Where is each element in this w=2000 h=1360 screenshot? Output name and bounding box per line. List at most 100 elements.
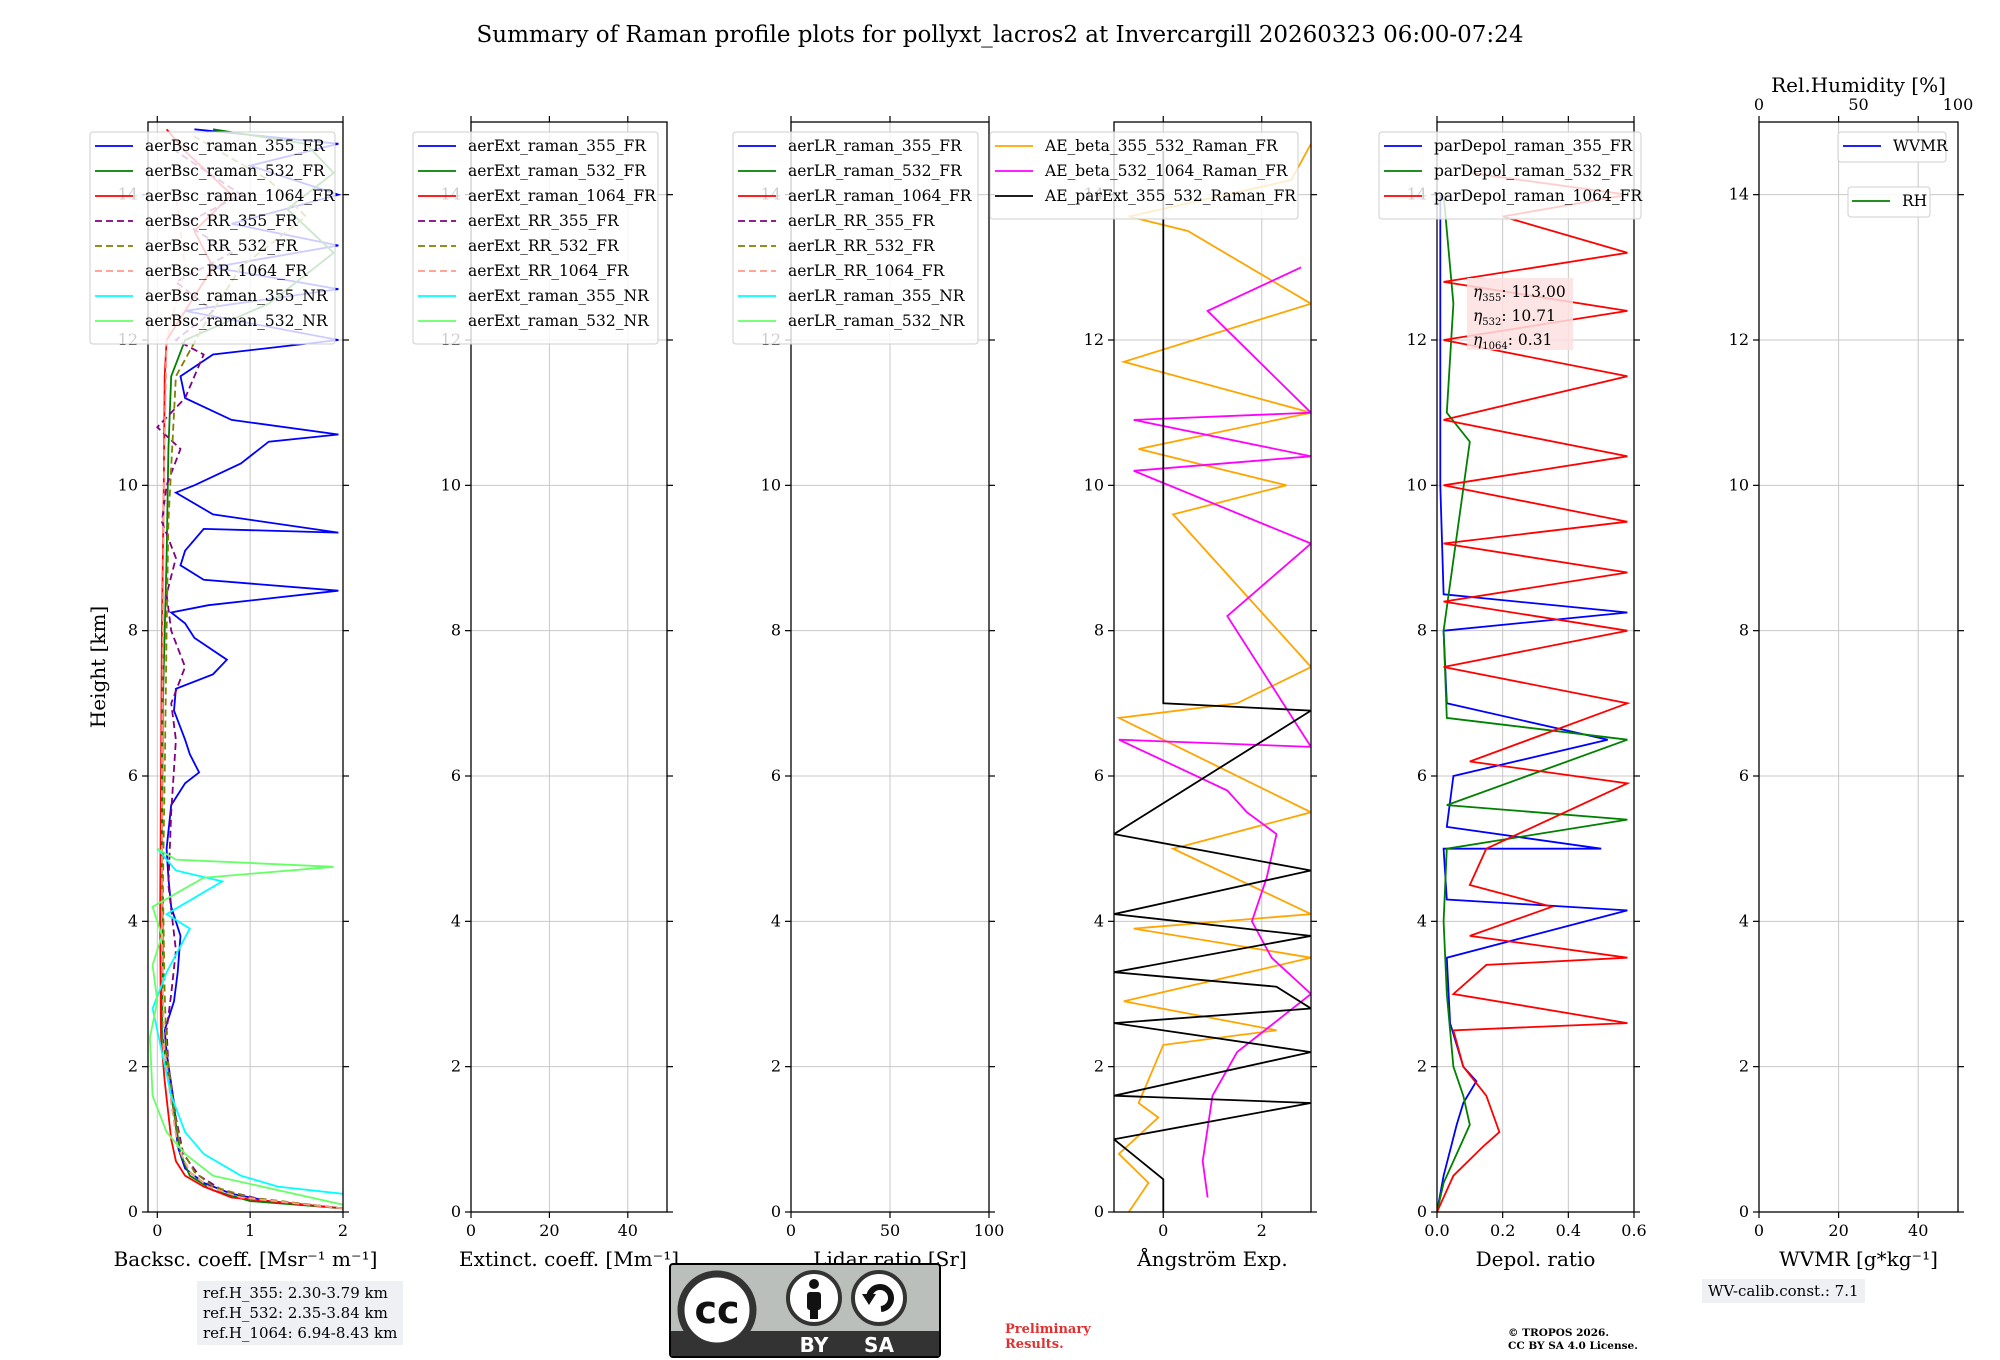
legend-entry-WVMR: WVMR — [1893, 137, 1949, 155]
legend-entry-parDepol_raman_355_FR: parDepol_raman_355_FR — [1434, 137, 1634, 155]
copyright-line-2: CC BY SA 4.0 License. — [1508, 1340, 1638, 1352]
legend-entry-AE_parExt_355_532_Raman_FR: AE_parExt_355_532_Raman_FR — [1044, 187, 1297, 205]
ref-height-532: ref.H_532: 2.35-3.84 km — [203, 1304, 388, 1322]
preliminary-results-note: Preliminary Results. — [1005, 1322, 1091, 1352]
cc-logo-icon — [677, 1270, 757, 1350]
cc-logo-text: cc — [694, 1288, 739, 1332]
x-tick-label: 0 — [466, 1221, 476, 1240]
sa-label: SA — [864, 1333, 894, 1357]
x-tick-label: 0 — [1158, 1221, 1168, 1240]
x-axis-label: Depol. ratio — [1476, 1247, 1596, 1271]
x-tick-label: 0 — [152, 1221, 162, 1240]
legend-entry-aerExt_raman_532_FR: aerExt_raman_532_FR — [468, 162, 647, 180]
axes-frame — [147, 121, 344, 1213]
axes-frame — [1436, 121, 1635, 1213]
legend-entry-aerLR_raman_532_FR: aerLR_raman_532_FR — [788, 162, 963, 180]
y-tick-label: 2 — [1417, 1057, 1427, 1076]
legend-entry-aerExt_RR_1064_FR: aerExt_RR_1064_FR — [468, 262, 630, 280]
series-line-parDepol_raman_355_FR — [1437, 194, 1628, 1212]
legend-box — [89, 131, 336, 345]
y-tick-label: 6 — [451, 766, 461, 785]
y-tick-label: 4 — [451, 911, 461, 930]
y-tick-label: 6 — [1417, 766, 1427, 785]
x-tick-label: 2 — [1257, 1221, 1267, 1240]
legend-entry-parDepol_raman_1064_FR: parDepol_raman_1064_FR — [1434, 187, 1643, 205]
y-tick-label: 0 — [1417, 1202, 1427, 1221]
x-axis-label: Backsc. coeff. [Msr⁻¹ m⁻¹] — [114, 1247, 378, 1271]
series-line-AE_parExt_355_532_Raman_FR — [1114, 151, 1311, 1212]
eta-532: η532: 10.71 — [1473, 307, 1556, 328]
legend-entry-aerLR_RR_532_FR: aerLR_RR_532_FR — [788, 237, 936, 255]
series-line-parDepol_raman_532_FR — [1437, 194, 1628, 1212]
eta-355: η355: 113.00 — [1473, 283, 1566, 304]
wv-calibration-text: WV-calib.const.: 7.1 — [1708, 1282, 1859, 1300]
x-tick-label: 0.6 — [1621, 1221, 1646, 1240]
legend-box — [1837, 131, 1947, 163]
legend-entry-aerExt_RR_532_FR: aerExt_RR_532_FR — [468, 237, 620, 255]
panel-lidar_ratio: 05010002468101214Lidar ratio [Sr]aerLR_r… — [732, 116, 1004, 1271]
y-tick-label: 10 — [1084, 475, 1104, 494]
legend-box — [1847, 186, 1931, 218]
reference-heights-box: ref.H_355: 2.30-3.79 km ref.H_532: 2.35-… — [197, 1281, 404, 1345]
legend-box — [412, 131, 659, 345]
legend-entry-aerExt_raman_532_NR: aerExt_raman_532_NR — [468, 312, 650, 330]
y-tick-label: 6 — [1739, 766, 1749, 785]
y-tick-label: 10 — [441, 475, 461, 494]
y-tick-label: 4 — [771, 911, 781, 930]
y-tick-label: 8 — [1739, 621, 1749, 640]
legend-entry-aerBsc_RR_355_FR: aerBsc_RR_355_FR — [145, 212, 299, 230]
y-tick-label: 6 — [1094, 766, 1104, 785]
legend: aerExt_raman_355_FR aerExt_raman_532_FRae… — [412, 131, 659, 345]
series-line-aerBsc_raman_532_NR — [148, 847, 343, 1206]
y-tick-label: 0 — [128, 1202, 138, 1221]
top-x-tick-label: 50 — [1848, 95, 1868, 114]
legend-entry-AE_beta_355_532_Raman_FR: AE_beta_355_532_Raman_FR — [1044, 137, 1279, 155]
y-tick-label: 10 — [1407, 475, 1427, 494]
y-tick-label: 12 — [1084, 330, 1104, 349]
x-tick-label: 20 — [1828, 1221, 1848, 1240]
ref-height-355: ref.H_355: 2.30-3.79 km — [203, 1284, 388, 1302]
y-tick-label: 10 — [118, 475, 138, 494]
depol-eta-annotation: η355: 113.00 η532: 10.71 η1064: 0.31 — [1467, 278, 1573, 352]
panel-angstrom: 0202468101214Ångström Exp.AE_beta_355_53… — [989, 116, 1317, 1271]
legend: AE_beta_355_532_Raman_FR AE_beta_532_1064… — [989, 131, 1299, 220]
annotation-box — [1467, 278, 1573, 350]
panel-extinction: 0204002468101214Extinct. coeff. [Mm⁻¹]ae… — [412, 116, 679, 1271]
x-tick-label: 0.4 — [1556, 1221, 1581, 1240]
legend-entry-aerBsc_RR_532_FR: aerBsc_RR_532_FR — [145, 237, 299, 255]
x-tick-label: 0 — [1754, 1221, 1764, 1240]
y-tick-label: 2 — [1094, 1057, 1104, 1076]
legend-entry-aerExt_RR_355_FR: aerExt_RR_355_FR — [468, 212, 620, 230]
series-line-aerBsc_raman_355_NR — [151, 848, 343, 1195]
legend-entry-aerLR_RR_1064_FR: aerLR_RR_1064_FR — [788, 262, 946, 280]
y-tick-label: 4 — [1094, 911, 1104, 930]
y-tick-label: 0 — [451, 1202, 461, 1221]
x-tick-label: 0.0 — [1424, 1221, 1449, 1240]
copyright-note: © TROPOS 2026. CC BY SA 4.0 License. — [1508, 1327, 1638, 1353]
legend-entry-aerBsc_raman_355_FR: aerBsc_raman_355_FR — [145, 137, 326, 155]
legend-entry-aerExt_raman_355_FR: aerExt_raman_355_FR — [468, 137, 647, 155]
preliminary-line-2: Results. — [1005, 1337, 1064, 1352]
wv-calibration-box: WV-calib.const.: 7.1 — [1702, 1279, 1865, 1303]
y-tick-label: 4 — [128, 911, 138, 930]
series-line-AE_beta_355_532_Raman_FR — [1115, 143, 1311, 1212]
legend-entry-aerLR_raman_1064_FR: aerLR_raman_1064_FR — [788, 187, 973, 205]
legend: parDepol_raman_355_FR parDepol_raman_532_… — [1378, 131, 1643, 220]
legend-entry-aerExt_raman_355_NR: aerExt_raman_355_NR — [468, 287, 650, 305]
legend-entry-aerBsc_raman_355_NR: aerBsc_raman_355_NR — [145, 287, 329, 305]
cc-by-sa-badge: cc BY SA — [669, 1263, 941, 1358]
legend-entry-aerBsc_raman_532_NR: aerBsc_raman_532_NR — [145, 312, 329, 330]
ref-height-1064: ref.H_1064: 6.94-8.43 km — [203, 1324, 398, 1342]
y-tick-label: 0 — [1094, 1202, 1104, 1221]
y-tick-label: 0 — [1739, 1202, 1749, 1221]
panel-wvmr: 0 20 40 0 2 4 6 8 10 12 14 WVMR [g*kg⁻¹] 0 50 100Rel.H… — [1729, 73, 1974, 1271]
legend-box — [732, 131, 979, 345]
legend-entry-aerLR_RR_355_FR: aerLR_RR_355_FR — [788, 212, 936, 230]
y-tick-label: 8 — [771, 621, 781, 640]
top-x-tick-label: 0 — [1754, 95, 1764, 114]
by-label: BY — [800, 1333, 829, 1357]
copyright-line-1: © TROPOS 2026. — [1508, 1327, 1610, 1339]
y-tick-label: 0 — [771, 1202, 781, 1221]
axes-frame — [470, 121, 668, 1213]
legend-entry-aerBsc_raman_532_FR: aerBsc_raman_532_FR — [145, 162, 326, 180]
